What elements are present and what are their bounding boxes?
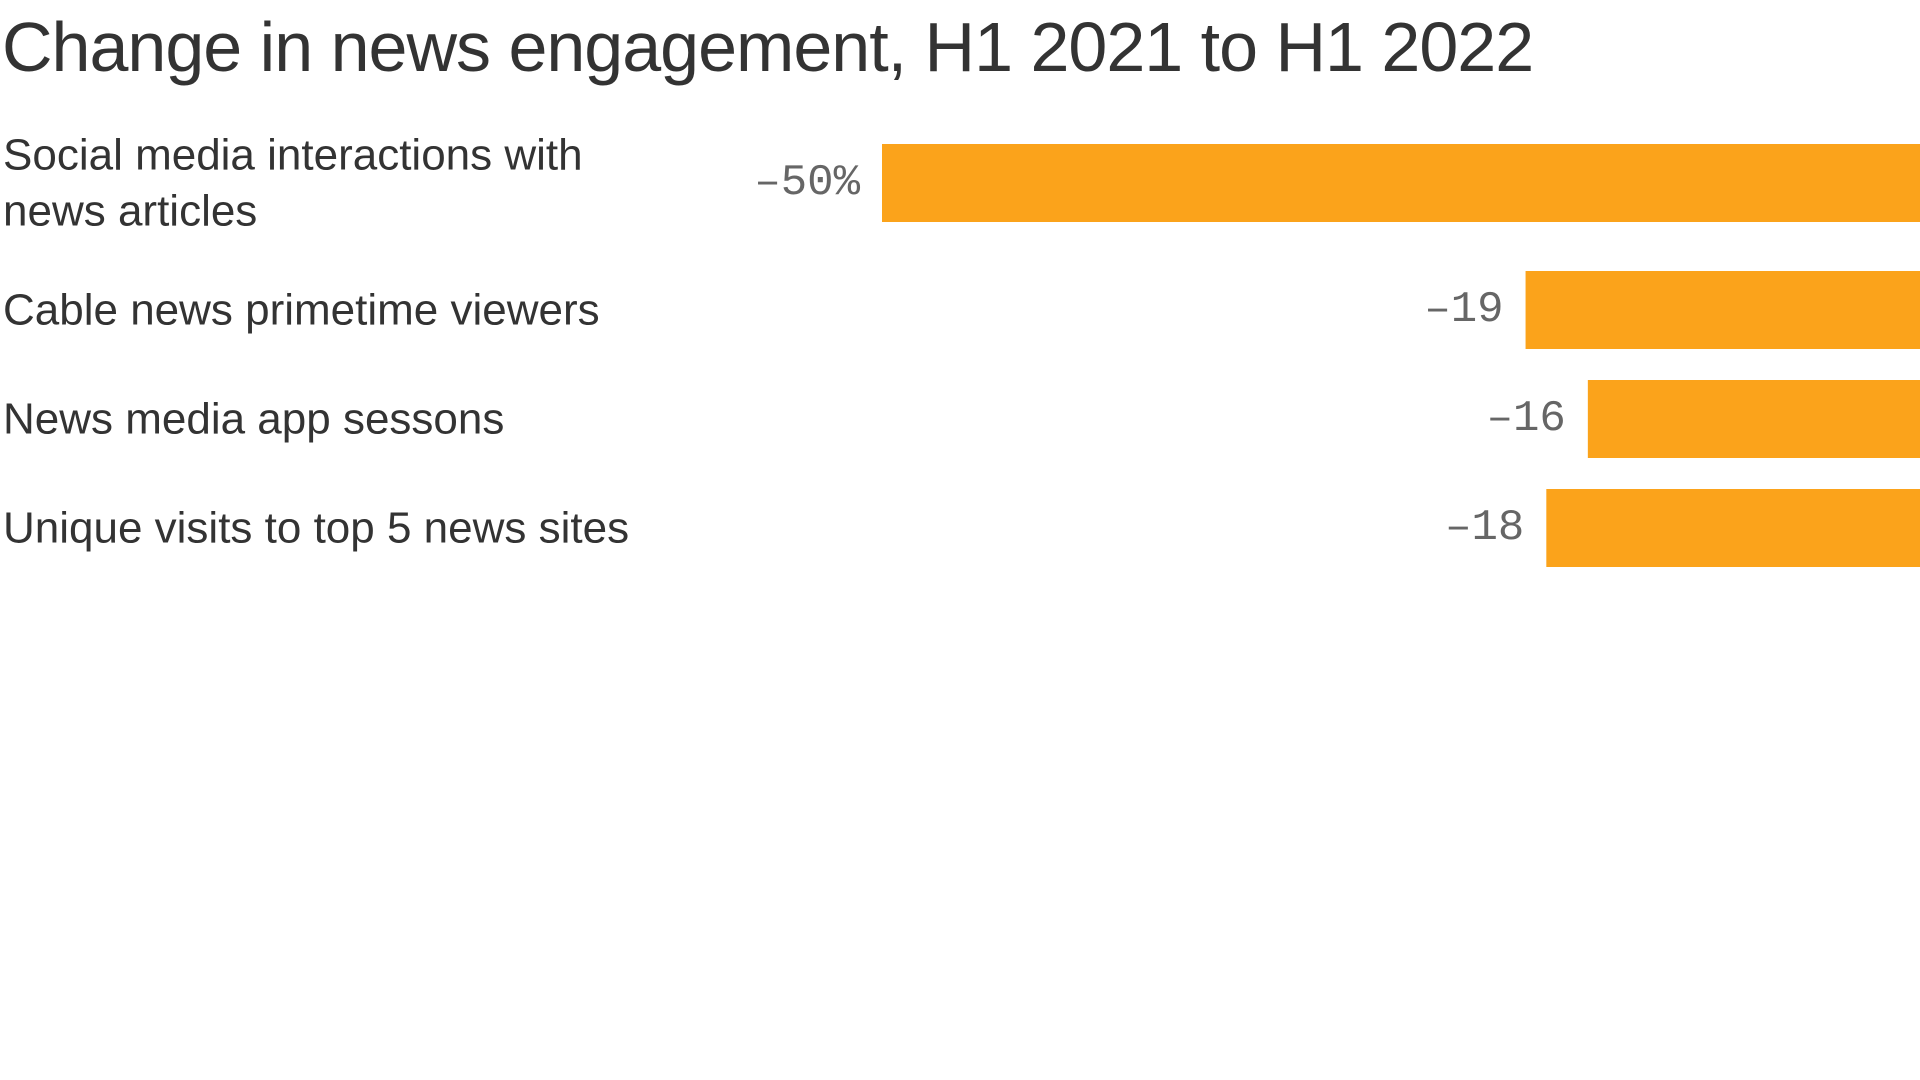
- bar: [1525, 271, 1920, 349]
- category-label-line: News media app sessons: [3, 395, 504, 444]
- category-label-line: Cable news primetime viewers: [3, 286, 600, 335]
- category-label: Cable news primetime viewers: [3, 286, 600, 335]
- bar: [1587, 380, 1920, 458]
- category-label-line: Social media interactions with: [3, 131, 583, 180]
- bar-value-label: –50%: [754, 158, 860, 208]
- category-label: Social media interactions with news artic…: [3, 131, 583, 236]
- bar-value-label: –18: [1445, 503, 1524, 553]
- category-label-line: news articles: [3, 187, 257, 236]
- bar: [1546, 489, 1920, 567]
- category-label: Unique visits to top 5 news sites: [3, 504, 629, 553]
- chart-title: Change in news engagement, H1 2021 to H1…: [2, 8, 1534, 86]
- bar-value-label: –16: [1487, 394, 1566, 444]
- category-label-line: Unique visits to top 5 news sites: [3, 504, 629, 553]
- bar-value-label: –19: [1424, 285, 1503, 335]
- bar: [882, 144, 1920, 222]
- category-label: News media app sessons: [3, 395, 504, 444]
